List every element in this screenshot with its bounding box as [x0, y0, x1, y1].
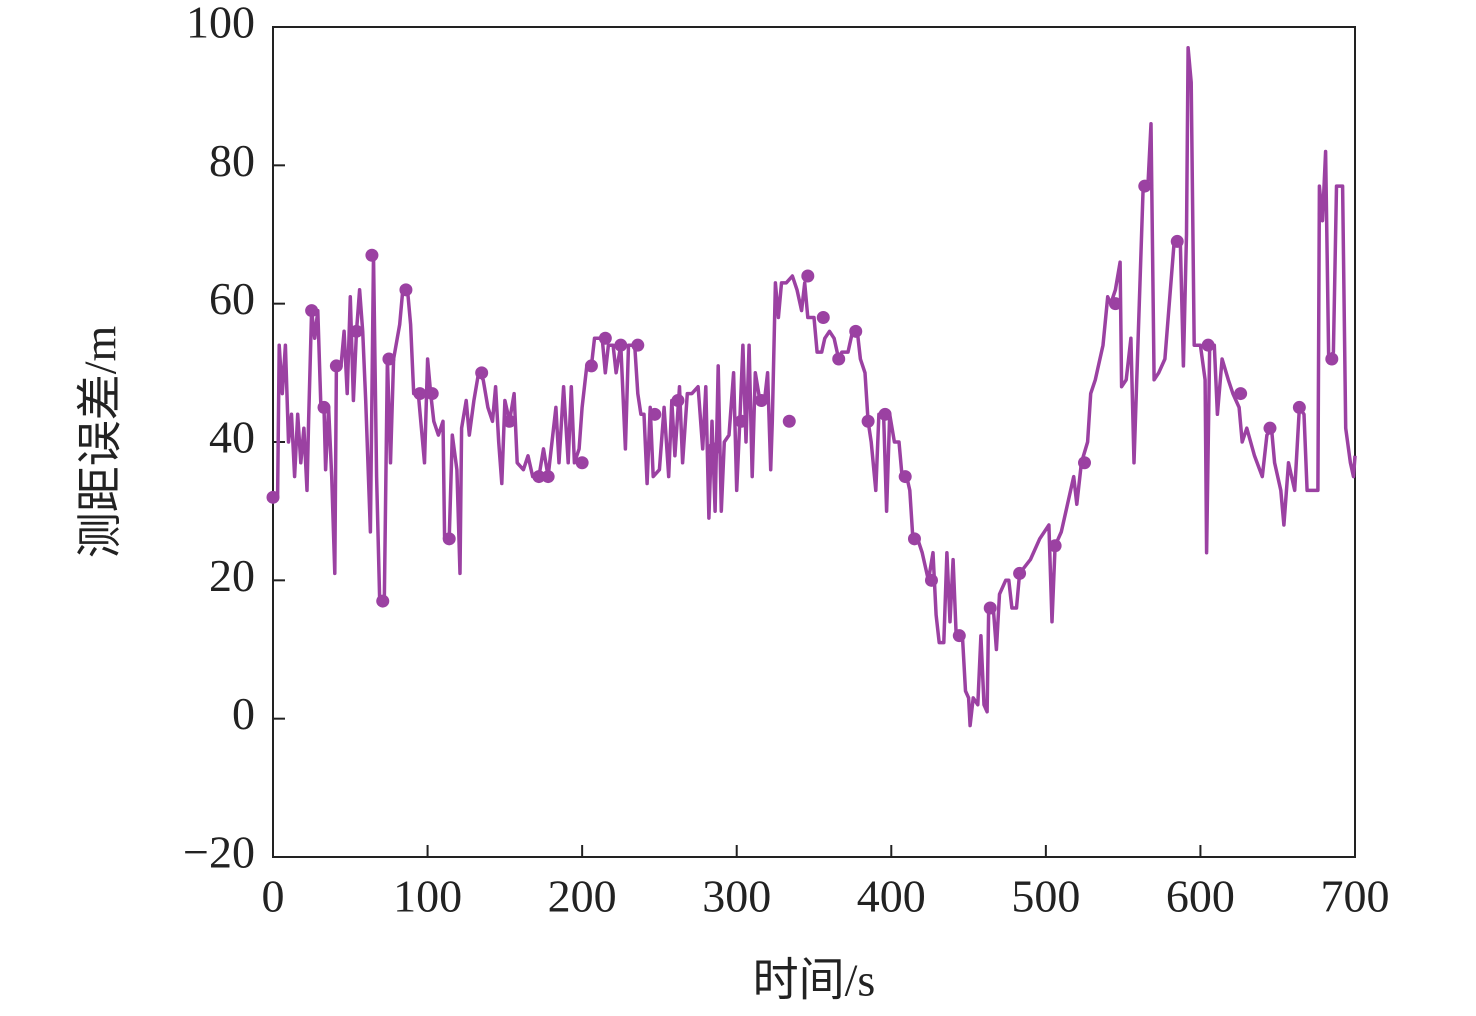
x-tick-label: 200 [548, 871, 617, 922]
data-marker [475, 366, 489, 380]
data-marker [532, 470, 546, 484]
data-marker [1234, 387, 1248, 401]
data-marker [849, 324, 863, 338]
y-tick-label: 80 [209, 135, 255, 186]
data-marker [1201, 338, 1215, 352]
data-marker [861, 414, 875, 428]
x-tick-label: 500 [1011, 871, 1080, 922]
data-marker [399, 283, 413, 297]
data-marker [878, 407, 892, 421]
data-marker [1292, 400, 1306, 414]
data-marker [1013, 566, 1027, 580]
data-marker [382, 352, 396, 366]
data-marker [575, 456, 589, 470]
data-marker [413, 387, 427, 401]
data-marker [317, 400, 331, 414]
data-marker [648, 407, 662, 421]
y-axis-label: 测距误差/m [75, 326, 126, 559]
y-tick-label: 20 [209, 550, 255, 601]
data-marker [782, 414, 796, 428]
data-marker [952, 629, 966, 643]
data-line [273, 46, 1357, 728]
y-tick-label: 60 [209, 273, 255, 324]
x-tick-label: 100 [393, 871, 462, 922]
data-marker [1078, 456, 1091, 470]
data-marker [349, 324, 363, 338]
data-marker [541, 470, 555, 484]
data-marker [584, 359, 598, 373]
data-marker [425, 387, 439, 401]
y-tick-label: −20 [183, 827, 255, 878]
data-marker [671, 394, 685, 407]
data-marker [898, 470, 912, 484]
y-tick-label: 0 [232, 688, 255, 739]
x-axis-label: 时间/s [753, 955, 876, 1006]
data-marker [1263, 421, 1277, 435]
data-marker [305, 304, 319, 318]
x-tick-label: 600 [1166, 871, 1235, 922]
data-marker [1138, 179, 1152, 193]
data-marker [502, 414, 516, 428]
data-marker [907, 532, 921, 546]
data-marker [801, 269, 815, 283]
data-marker [754, 394, 768, 407]
data-marker [442, 532, 456, 546]
data-marker [734, 414, 748, 428]
x-tick-label: 0 [262, 871, 285, 922]
data-marker [1170, 234, 1184, 248]
x-tick-label: 300 [702, 871, 771, 922]
data-marker [598, 331, 612, 345]
y-tick-label: 100 [186, 0, 255, 48]
data-marker [365, 248, 379, 262]
data-marker [832, 352, 846, 366]
x-tick-label: 700 [1321, 871, 1390, 922]
data-marker [924, 573, 938, 587]
data-marker [707, 442, 721, 456]
data-marker [631, 338, 645, 352]
data-marker [376, 594, 390, 608]
data-marker [266, 490, 280, 504]
data-marker [816, 311, 830, 324]
data-marker [1048, 539, 1062, 553]
data-marker [1108, 297, 1122, 311]
data-marker [614, 338, 628, 352]
y-tick-label: 40 [209, 412, 255, 463]
data-marker [329, 359, 343, 373]
x-tick-label: 400 [857, 871, 926, 922]
data-marker [1325, 352, 1339, 366]
data-marker [983, 601, 997, 615]
